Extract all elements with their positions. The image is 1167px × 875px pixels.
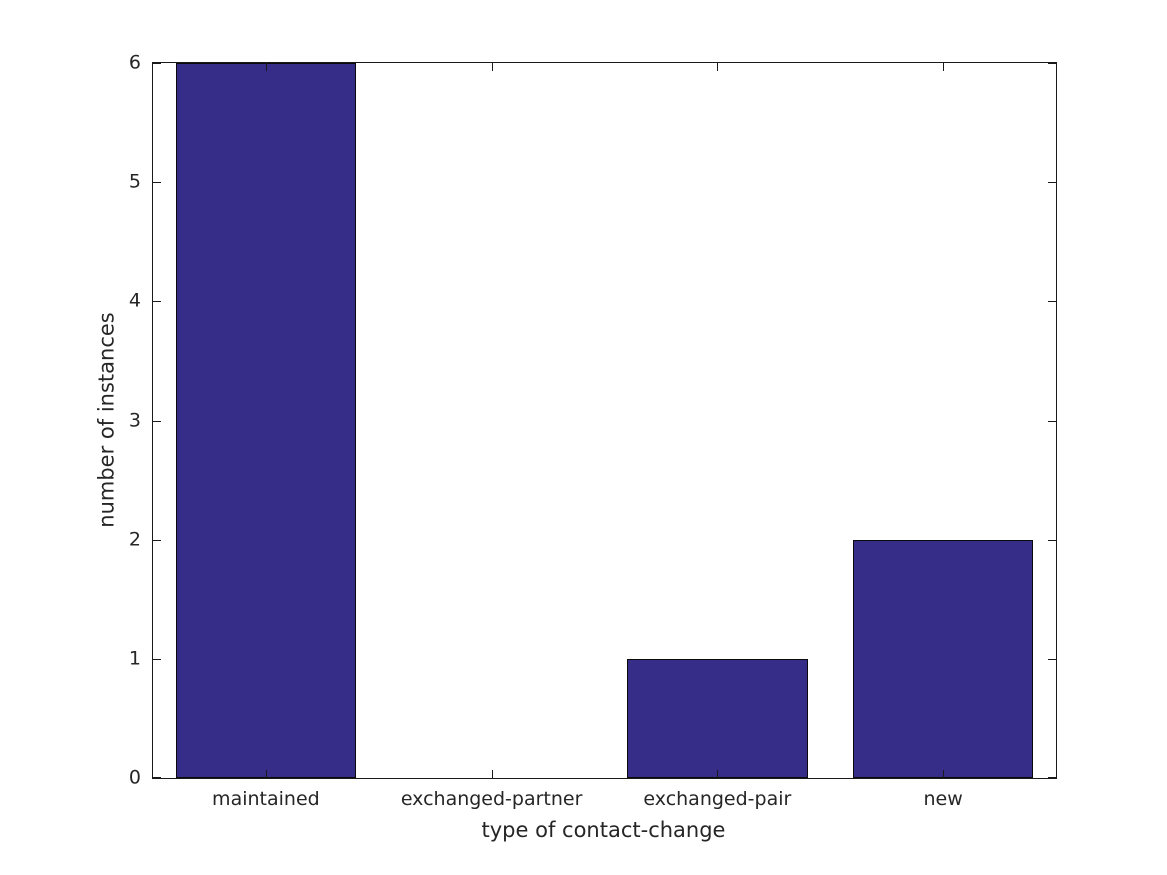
x-tick-top (491, 63, 493, 71)
y-tick-label: 2 (128, 528, 141, 551)
y-tick-right (1048, 539, 1056, 541)
y-tick-right (1048, 658, 1056, 660)
y-tick-label: 6 (128, 51, 141, 74)
y-tick-left (153, 777, 161, 778)
x-tick-bottom (491, 770, 493, 778)
y-axis-label: number of instances (94, 311, 119, 528)
y-tick-left (153, 63, 161, 64)
y-tick-right (1048, 301, 1056, 303)
plot-area: 0 1 2 3 4 5 6 maintained exchanged-partner exchan… (129, 53, 1057, 809)
y-tick-right (1048, 182, 1056, 184)
x-tick-label: exchanged-pair (643, 788, 792, 810)
y-tick-label: 5 (128, 170, 141, 193)
x-tick-top (717, 63, 719, 71)
bar-new (852, 539, 1034, 778)
y-tick-right (1048, 420, 1056, 422)
y-tick-left (153, 658, 161, 660)
x-tick-bottom (717, 770, 719, 778)
y-tick-label: 3 (128, 409, 141, 431)
x-tick-bottom (943, 770, 945, 778)
y-tick-left (153, 539, 161, 541)
x-axis-label: type of contact-change (481, 818, 726, 842)
x-tick-label: exchanged-partner (400, 788, 583, 810)
y-tick-left (153, 301, 161, 303)
y-tick-right (1048, 63, 1056, 64)
bar-exchanged-pair (627, 658, 808, 778)
bar-maintained (175, 63, 357, 778)
y-tick-left (153, 182, 161, 184)
x-tick-top (265, 63, 267, 71)
x-tick-label: new (923, 788, 963, 810)
x-tick-bottom (265, 770, 267, 778)
y-tick-label: 0 (128, 766, 141, 789)
y-tick-label: 4 (128, 289, 141, 312)
y-tick-left (153, 420, 161, 422)
x-tick-top (943, 63, 945, 71)
y-tick-right (1048, 777, 1056, 778)
y-tick-label: 1 (128, 647, 141, 670)
x-tick-label: maintained (212, 788, 320, 810)
